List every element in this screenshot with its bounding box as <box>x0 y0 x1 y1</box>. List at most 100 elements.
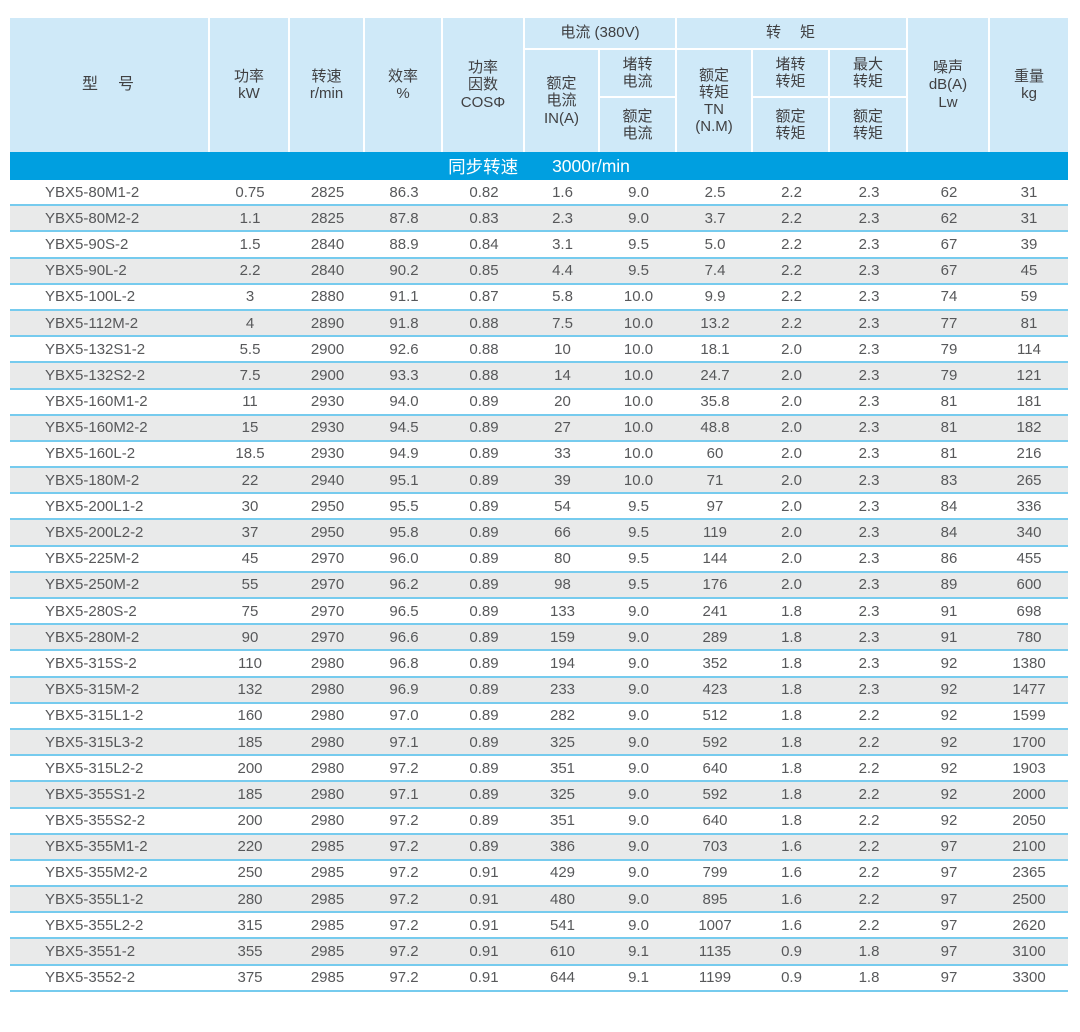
cell-noise_db: 62 <box>940 183 958 201</box>
cell-max_to_rated_torque: 2.2 <box>858 812 880 830</box>
table-header: 型 号 功率 kW 转速 r/min 效率 % 功率 因数 COSΦ 电流 (3… <box>10 18 1068 152</box>
cell-rated_current_a: 325 <box>549 785 576 803</box>
cell-rated_current_a: 429 <box>549 864 576 882</box>
table-row: YBX5-160L-2 18.5 2930 94.9 0.89 33 10.0 60 2.0 2.… <box>10 441 1068 469</box>
cell-efficiency_pct: 91.8 <box>389 314 419 332</box>
cell-max_to_rated_torque: 2.3 <box>858 262 880 280</box>
cell-noise_db: 83 <box>940 471 958 489</box>
cell-max_to_rated_torque: 2.3 <box>858 550 880 568</box>
table-row: YBX5-225M-2 45 2970 96.0 0.89 80 9.5 144 2.0 2.3 8… <box>10 546 1068 573</box>
cell-max_to_rated_torque: 2.2 <box>858 916 880 934</box>
cell-efficiency_pct: 96.5 <box>389 602 419 620</box>
cell-max_to_rated_torque: 2.3 <box>858 576 880 594</box>
cell-locked_to_rated_torque: 2.0 <box>781 524 802 542</box>
cell-power_kw: 1.1 <box>239 209 261 227</box>
cell-model: YBX5-315L2-2 <box>45 759 144 777</box>
cell-weight_kg: 216 <box>1016 445 1042 463</box>
cell-power_kw: 132 <box>237 681 263 699</box>
cell-rated_current_a: 20 <box>554 393 571 411</box>
cell-rated_torque_nm: 352 <box>702 654 728 672</box>
cell-locked_to_rated_torque: 2.2 <box>781 262 802 280</box>
cell-rated_torque_nm: 512 <box>702 707 728 725</box>
cell-locked_to_rated_torque: 1.8 <box>781 733 802 751</box>
cell-efficiency_pct: 97.2 <box>389 969 419 987</box>
cell-locked_to_rated_torque: 1.6 <box>781 890 802 908</box>
cell-speed_rpm: 2985 <box>310 916 345 934</box>
cell-model: YBX5-280M-2 <box>45 628 140 646</box>
cell-model: YBX5-200L1-2 <box>45 497 144 515</box>
header-rated-current: 额定 电流 IN(A) <box>525 50 600 152</box>
cell-cos_phi: 0.89 <box>469 550 499 568</box>
cell-cos_phi: 0.82 <box>469 183 499 201</box>
cell-cos_phi: 0.84 <box>469 235 499 253</box>
cell-weight_kg: 600 <box>1016 576 1042 594</box>
table-row: YBX5-355L1-2 280 2985 97.2 0.91 480 9.0 895 1.6 2… <box>10 887 1068 914</box>
cell-model: YBX5-3552-2 <box>45 969 136 987</box>
cell-noise_db: 92 <box>940 681 958 699</box>
cell-power_kw: 30 <box>241 497 259 515</box>
cell-cos_phi: 0.83 <box>469 209 499 227</box>
cell-noise_db: 74 <box>940 288 958 306</box>
cell-rated_current_a: 4.4 <box>552 262 573 280</box>
cell-noise_db: 97 <box>940 838 958 856</box>
cell-power_kw: 11 <box>242 393 258 411</box>
cell-weight_kg: 114 <box>1017 340 1041 358</box>
table-row: YBX5-355S2-2 200 2980 97.2 0.89 351 9.0 640 1.8 2… <box>10 808 1068 835</box>
cell-locked_to_rated_torque: 2.0 <box>781 366 802 384</box>
cell-rated_current_a: 66 <box>554 524 571 542</box>
cell-rated_current_a: 3.1 <box>552 235 573 253</box>
cell-cos_phi: 0.89 <box>469 838 499 856</box>
cell-model: YBX5-355L1-2 <box>45 890 144 908</box>
cell-rated_torque_nm: 799 <box>702 864 728 882</box>
cell-weight_kg: 45 <box>1020 262 1038 280</box>
cell-power_kw: 250 <box>237 864 263 882</box>
cell-efficiency_pct: 93.3 <box>389 366 419 384</box>
cell-rated_torque_nm: 119 <box>703 524 727 542</box>
cell-model: YBX5-90L-2 <box>45 262 127 280</box>
cell-noise_db: 92 <box>940 654 958 672</box>
cell-cos_phi: 0.85 <box>469 262 499 280</box>
header-speed: 转速 r/min <box>290 18 365 152</box>
cell-rated_current_a: 80 <box>554 550 571 568</box>
cell-efficiency_pct: 97.1 <box>389 733 419 751</box>
cell-power_kw: 45 <box>241 550 259 568</box>
cell-locked_to_rated_current: 9.0 <box>628 759 649 777</box>
table-row: YBX5-315S-2 110 2980 96.8 0.89 194 9.0 352 1.8 2.… <box>10 651 1068 678</box>
cell-power_kw: 0.75 <box>235 183 265 201</box>
cell-weight_kg: 81 <box>1020 314 1038 332</box>
cell-power_kw: 7.5 <box>239 366 261 384</box>
cell-weight_kg: 2500 <box>1012 890 1046 908</box>
cell-efficiency_pct: 97.2 <box>389 838 419 856</box>
cell-locked_to_rated_current: 9.0 <box>628 916 649 934</box>
cell-weight_kg: 2050 <box>1012 812 1046 830</box>
table-row: YBX5-315M-2 132 2980 96.9 0.89 233 9.0 423 1.8 2.… <box>10 677 1068 704</box>
cell-model: YBX5-90S-2 <box>45 235 129 253</box>
cell-weight_kg: 2000 <box>1012 785 1046 803</box>
cell-rated_current_a: 10 <box>554 340 571 358</box>
cell-model: YBX5-132S2-2 <box>45 366 146 384</box>
cell-noise_db: 84 <box>940 497 958 515</box>
cell-efficiency_pct: 91.1 <box>389 288 419 306</box>
table-row: YBX5-80M1-2 0.75 2825 86.3 0.82 1.6 9.0 2.5 2.2 2… <box>10 180 1068 207</box>
cell-noise_db: 81 <box>940 393 958 411</box>
cell-cos_phi: 0.91 <box>469 969 499 987</box>
cell-max_to_rated_torque: 2.3 <box>858 524 880 542</box>
cell-max_to_rated_torque: 2.3 <box>858 340 880 358</box>
cell-weight_kg: 31 <box>1020 183 1038 201</box>
cell-speed_rpm: 2950 <box>310 497 345 515</box>
cell-rated_current_a: 2.3 <box>552 209 573 227</box>
cell-model: YBX5-160L-2 <box>45 445 136 463</box>
cell-speed_rpm: 2825 <box>310 209 345 227</box>
cell-rated_torque_nm: 24.7 <box>700 366 730 384</box>
cell-power_kw: 55 <box>241 576 259 594</box>
cell-cos_phi: 0.87 <box>469 288 499 306</box>
cell-efficiency_pct: 97.2 <box>389 812 419 830</box>
cell-locked_to_rated_current: 9.5 <box>628 550 649 568</box>
cell-noise_db: 81 <box>940 419 958 437</box>
cell-efficiency_pct: 96.2 <box>389 576 419 594</box>
cell-power_kw: 1.5 <box>239 235 261 253</box>
cell-max_to_rated_torque: 2.2 <box>858 890 880 908</box>
cell-model: YBX5-225M-2 <box>45 550 140 568</box>
cell-locked_to_rated_current: 9.0 <box>628 864 649 882</box>
cell-model: YBX5-355S2-2 <box>45 812 146 830</box>
